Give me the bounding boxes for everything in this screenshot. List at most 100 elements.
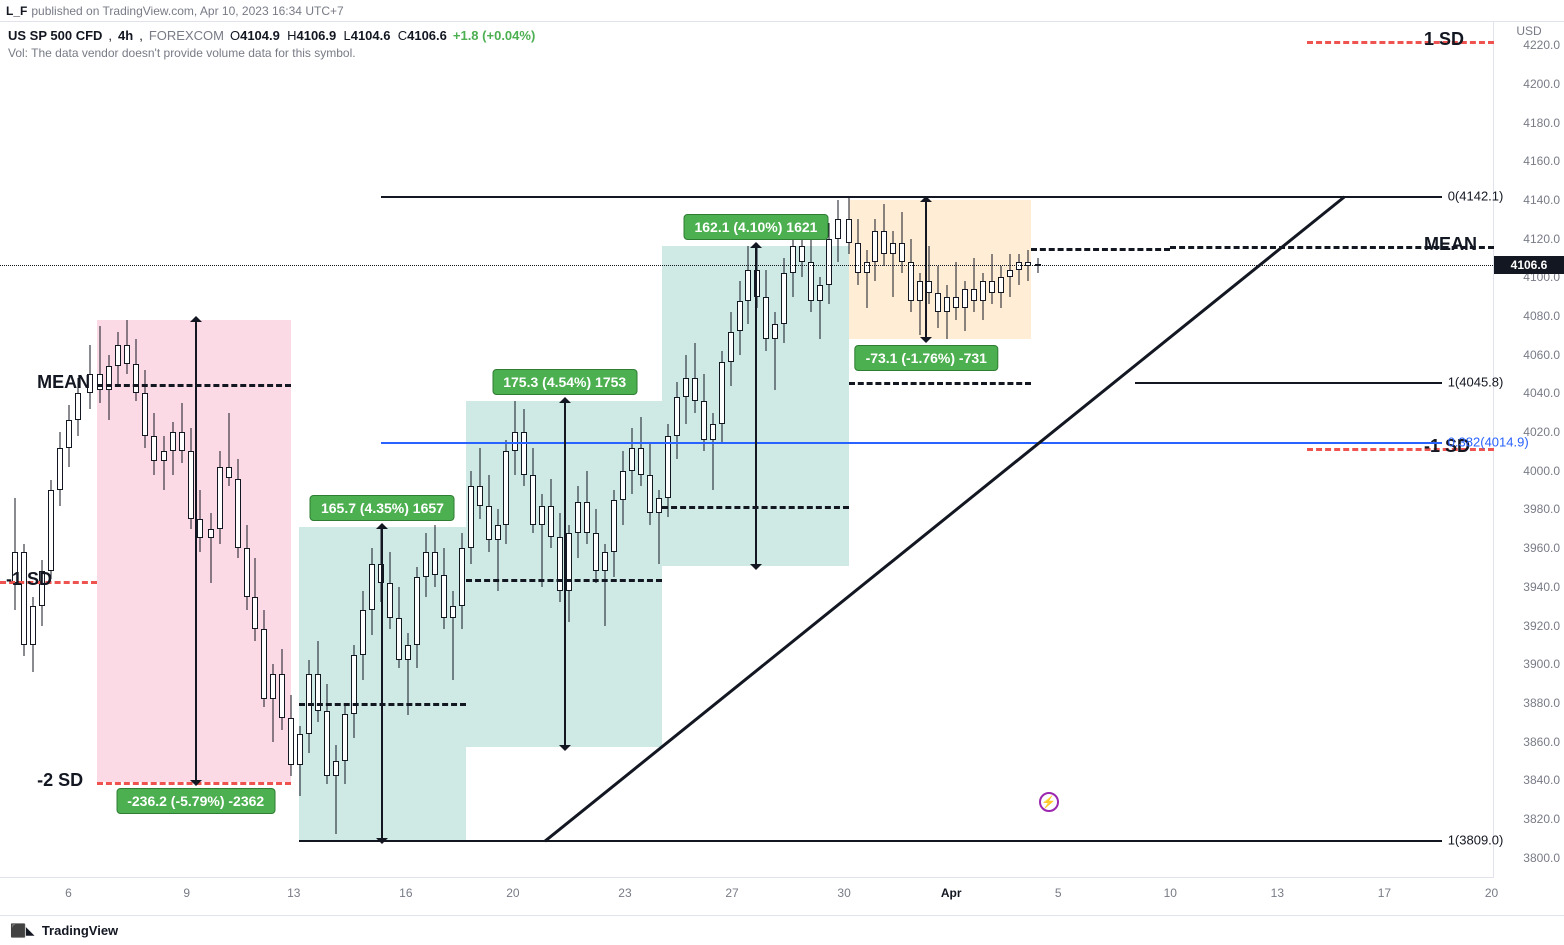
y-tick: 3880.0 (1523, 696, 1560, 710)
price-flag: 4106.6 (1494, 256, 1564, 274)
x-tick: 13 (1271, 886, 1284, 900)
candle (521, 409, 527, 486)
candle (142, 370, 148, 447)
candle (450, 591, 456, 680)
measure-arrow (755, 246, 757, 565)
candle (846, 196, 852, 254)
price-change: +1.8 (+0.04%) (453, 28, 535, 43)
y-axis[interactable]: 3800.03820.03840.03860.03880.03900.03920… (1494, 22, 1564, 877)
candle (611, 490, 617, 577)
y-tick: 3860.0 (1523, 735, 1560, 749)
candle (817, 277, 823, 339)
measure-arrow (564, 401, 566, 747)
symbol-name: US SP 500 CFD (8, 28, 102, 43)
y-tick: 4160.0 (1523, 154, 1560, 168)
sd-label: -1 SD (6, 569, 52, 590)
candle (728, 312, 734, 386)
x-tick: 9 (183, 886, 190, 900)
candle (674, 382, 680, 459)
plot-area[interactable]: US SP 500 CFD , 4h , FOREXCOM O4104.9 H4… (0, 22, 1494, 877)
ohlc: O4104.9 H4106.9 L4104.6 C4106.6 (230, 28, 447, 43)
x-tick: 30 (837, 886, 850, 900)
candle (584, 471, 590, 545)
measure-label: -73.1 (-1.76%) -731 (855, 345, 998, 371)
candle (917, 273, 923, 335)
x-tick: 10 (1164, 886, 1177, 900)
fib-level (299, 840, 1442, 842)
candle (351, 645, 357, 738)
candle (124, 320, 130, 374)
candle (953, 262, 959, 320)
candle (745, 246, 751, 323)
y-tick: 4000.0 (1523, 464, 1560, 478)
candle (864, 250, 870, 308)
y-tick: 3940.0 (1523, 580, 1560, 594)
candle (115, 332, 121, 386)
candle (908, 239, 914, 313)
candle (629, 428, 635, 494)
sd-label: 1 SD (1424, 29, 1464, 50)
candle (360, 591, 366, 680)
candle (701, 374, 707, 451)
candle (855, 219, 861, 285)
current-price-line (0, 265, 1493, 266)
measure-label: 175.3 (4.54%) 1753 (492, 369, 637, 395)
candle (575, 486, 581, 558)
candle (252, 558, 258, 641)
candle (808, 239, 814, 313)
candle (835, 200, 841, 262)
y-tick: 4020.0 (1523, 425, 1560, 439)
candle (1025, 250, 1031, 281)
candle (179, 403, 185, 463)
symbol-header: US SP 500 CFD , 4h , FOREXCOM O4104.9 H4… (8, 28, 535, 43)
x-axis[interactable]: 69131620232730Apr510131720 (0, 877, 1494, 915)
sd-label: -2 SD (37, 770, 83, 791)
x-tick: 5 (1055, 886, 1062, 900)
candle (944, 285, 950, 339)
x-tick: 17 (1378, 886, 1391, 900)
measure-label: -236.2 (-5.79%) -2362 (116, 788, 275, 814)
measure-arrow (381, 527, 383, 840)
y-tick: 3840.0 (1523, 773, 1560, 787)
candle (161, 436, 167, 490)
candle (30, 597, 36, 672)
candle (548, 479, 554, 549)
measure-label: 165.7 (4.35%) 1657 (310, 495, 455, 521)
candle (781, 258, 787, 343)
candle (772, 312, 778, 389)
event-icon[interactable]: ⚡ (1039, 792, 1059, 812)
candle (737, 281, 743, 355)
candle (270, 664, 276, 741)
candle (297, 726, 303, 796)
fib-level (381, 196, 1442, 198)
y-tick: 4220.0 (1523, 38, 1560, 52)
candle (998, 266, 1004, 309)
candle (235, 459, 241, 558)
candle (170, 422, 176, 474)
candle (656, 490, 662, 564)
candle (512, 401, 518, 475)
candle (763, 270, 769, 351)
candle (217, 451, 223, 544)
candle (133, 339, 139, 401)
publish-text: published on TradingView.com, Apr 10, 20… (31, 0, 343, 21)
candle (962, 281, 968, 331)
candle (151, 413, 157, 475)
candle (208, 513, 214, 583)
candle (557, 513, 563, 602)
chart-container: USD US SP 500 CFD , 4h , FOREXCOM O4104.… (0, 22, 1564, 915)
y-tick: 3920.0 (1523, 619, 1560, 633)
candle (244, 525, 250, 610)
candle (638, 417, 644, 487)
y-tick: 4040.0 (1523, 386, 1560, 400)
measure-arrow (195, 320, 197, 782)
sd-label: MEAN (1424, 234, 1477, 255)
y-tick: 4120.0 (1523, 232, 1560, 246)
candle (423, 533, 429, 597)
volume-note: Vol: The data vendor doesn't provide vol… (8, 46, 356, 60)
candle (414, 567, 420, 668)
candle (477, 448, 483, 520)
candle (387, 552, 393, 629)
candle (503, 440, 509, 544)
y-tick: 3820.0 (1523, 812, 1560, 826)
